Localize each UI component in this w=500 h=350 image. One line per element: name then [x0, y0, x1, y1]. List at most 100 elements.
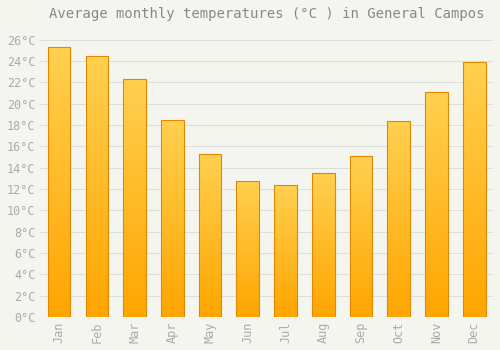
Bar	[463, 245, 485, 248]
Bar	[312, 292, 334, 294]
Bar	[161, 238, 184, 240]
Bar	[48, 114, 70, 117]
Bar	[48, 155, 70, 158]
Bar	[161, 240, 184, 242]
Bar	[312, 310, 334, 311]
Bar	[161, 289, 184, 291]
Bar	[312, 173, 334, 174]
Bar	[86, 246, 108, 249]
Bar	[463, 228, 485, 230]
Bar	[124, 86, 146, 89]
Bar	[350, 272, 372, 273]
Bar	[199, 183, 222, 185]
Bar	[425, 173, 448, 175]
Bar	[388, 240, 410, 242]
Bar	[161, 256, 184, 258]
Bar	[199, 289, 222, 291]
Bar	[236, 241, 259, 242]
Bar	[236, 303, 259, 304]
Bar	[388, 180, 410, 182]
Bar	[48, 298, 70, 301]
Bar	[350, 249, 372, 251]
Bar	[463, 199, 485, 202]
Bar	[161, 309, 184, 311]
Bar	[161, 165, 184, 167]
Bar	[236, 294, 259, 295]
Bar	[350, 199, 372, 201]
Bar	[463, 62, 485, 65]
Bar	[425, 108, 448, 110]
Bar	[274, 255, 297, 256]
Bar	[388, 154, 410, 156]
Bar	[161, 171, 184, 173]
Bar	[350, 267, 372, 268]
Bar	[463, 268, 485, 271]
Bar	[425, 288, 448, 290]
Bar	[124, 288, 146, 291]
Bar	[199, 190, 222, 191]
Bar	[199, 193, 222, 195]
Bar	[161, 135, 184, 138]
Bar	[312, 179, 334, 180]
Bar	[199, 252, 222, 253]
Bar	[312, 315, 334, 317]
Bar	[48, 52, 70, 55]
Bar	[48, 303, 70, 306]
Bar	[463, 215, 485, 217]
Bar	[86, 56, 108, 317]
Bar	[161, 273, 184, 275]
Bar	[388, 250, 410, 252]
Bar	[236, 248, 259, 249]
Bar	[463, 113, 485, 116]
Bar	[48, 212, 70, 214]
Bar	[350, 247, 372, 249]
Bar	[388, 164, 410, 166]
Bar	[274, 203, 297, 204]
Bar	[124, 238, 146, 241]
Bar	[48, 223, 70, 225]
Bar	[350, 206, 372, 208]
Bar	[124, 276, 146, 279]
Bar	[48, 314, 70, 317]
Bar	[86, 210, 108, 212]
Bar	[86, 241, 108, 244]
Bar	[199, 307, 222, 309]
Bar	[312, 307, 334, 308]
Bar	[274, 240, 297, 241]
Bar	[124, 139, 146, 141]
Bar	[161, 266, 184, 267]
Bar	[463, 161, 485, 164]
Bar	[312, 253, 334, 255]
Bar	[161, 264, 184, 266]
Bar	[161, 204, 184, 206]
Bar	[463, 248, 485, 251]
Bar	[388, 254, 410, 256]
Bar	[236, 259, 259, 260]
Bar	[124, 219, 146, 222]
Bar	[312, 212, 334, 213]
Bar	[48, 50, 70, 52]
Bar	[124, 291, 146, 293]
Bar	[425, 103, 448, 105]
Bar	[425, 92, 448, 94]
Bar	[425, 263, 448, 265]
Bar	[350, 167, 372, 169]
Bar	[274, 230, 297, 231]
Bar	[388, 231, 410, 232]
Bar	[274, 273, 297, 274]
Bar	[48, 241, 70, 244]
Bar	[86, 262, 108, 265]
Bar	[48, 174, 70, 177]
Bar	[388, 297, 410, 299]
Bar	[312, 278, 334, 279]
Bar	[48, 71, 70, 74]
Bar	[161, 175, 184, 177]
Bar	[86, 82, 108, 84]
Bar	[48, 120, 70, 122]
Bar	[86, 207, 108, 210]
Bar	[350, 174, 372, 175]
Bar	[199, 265, 222, 266]
Bar	[124, 105, 146, 108]
Bar	[350, 259, 372, 260]
Bar	[161, 278, 184, 279]
